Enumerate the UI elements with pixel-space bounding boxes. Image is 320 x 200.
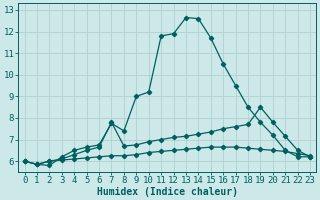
X-axis label: Humidex (Indice chaleur): Humidex (Indice chaleur) xyxy=(97,186,238,197)
